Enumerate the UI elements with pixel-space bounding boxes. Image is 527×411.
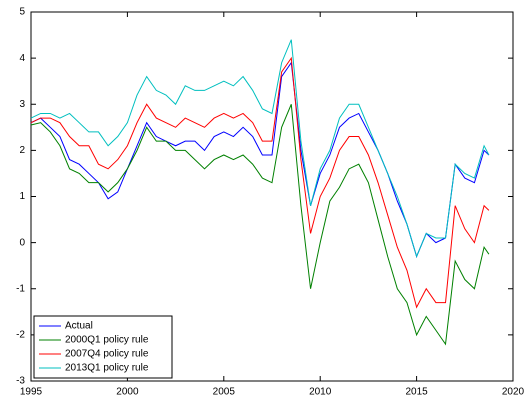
x-tick-label: 2005 (213, 387, 236, 398)
y-tick-label: 5 (19, 7, 25, 18)
y-tick-label: 0 (19, 237, 25, 248)
series-line (30, 104, 490, 346)
y-tick-label: 4 (19, 53, 25, 64)
x-tick-label: 1995 (20, 387, 43, 398)
legend-label: 2013Q1 policy rule (65, 363, 149, 374)
y-tick-label: 3 (19, 99, 25, 110)
series-line (30, 39, 490, 258)
series-line (30, 56, 490, 309)
legend-label: 2000Q1 policy rule (65, 335, 149, 346)
y-tick-label: -2 (16, 330, 25, 341)
x-tick-label: 2020 (502, 387, 525, 398)
legend-label: 2007Q4 policy rule (65, 349, 149, 360)
y-tick-label: -3 (16, 376, 25, 387)
y-tick-label: 2 (19, 145, 25, 156)
x-tick-label: 2000 (116, 387, 139, 398)
x-tick-label: 2015 (405, 387, 428, 398)
legend-label: Actual (65, 321, 93, 332)
y-tick-label: 1 (19, 191, 25, 202)
y-tick-label: -1 (16, 283, 25, 294)
x-tick-label: 2010 (309, 387, 332, 398)
